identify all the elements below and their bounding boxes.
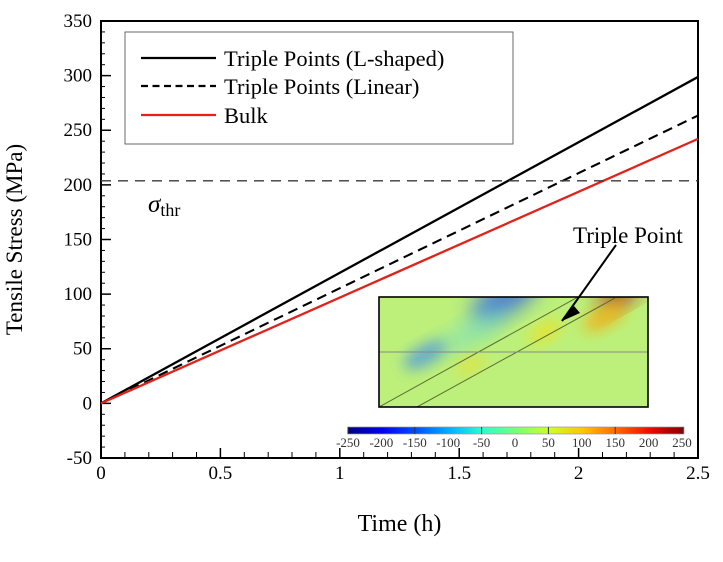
- svg-text:200: 200: [64, 175, 93, 196]
- svg-text:-50: -50: [473, 435, 490, 450]
- svg-text:100: 100: [64, 284, 93, 305]
- svg-text:-100: -100: [436, 435, 460, 450]
- svg-text:Bulk: Bulk: [224, 103, 269, 128]
- svg-text:Triple Point: Triple Point: [573, 223, 683, 248]
- svg-text:2.5: 2.5: [686, 463, 710, 484]
- svg-text:Time (h): Time (h): [358, 511, 442, 537]
- svg-text:150: 150: [64, 230, 93, 251]
- svg-text:2: 2: [574, 463, 584, 484]
- svg-text:σthr: σthr: [148, 191, 180, 220]
- svg-text:1.5: 1.5: [447, 463, 471, 484]
- svg-text:-150: -150: [403, 435, 427, 450]
- svg-text:0: 0: [83, 393, 93, 414]
- svg-text:300: 300: [64, 66, 93, 87]
- svg-text:-200: -200: [369, 435, 393, 450]
- svg-text:Triple Points (L-shaped): Triple Points (L-shaped): [224, 46, 444, 71]
- svg-text:200: 200: [639, 435, 659, 450]
- svg-text:0: 0: [96, 463, 106, 484]
- svg-text:-250: -250: [336, 435, 360, 450]
- svg-text:250: 250: [672, 435, 692, 450]
- svg-text:50: 50: [542, 435, 555, 450]
- svg-text:350: 350: [64, 11, 93, 32]
- svg-text:-50: -50: [67, 448, 92, 469]
- svg-text:Triple Points (Linear): Triple Points (Linear): [224, 74, 419, 99]
- svg-text:0: 0: [512, 435, 519, 450]
- svg-text:1: 1: [335, 463, 345, 484]
- svg-text:Tensile Stress (MPa): Tensile Stress (MPa): [2, 144, 27, 335]
- svg-text:50: 50: [73, 339, 92, 360]
- svg-text:150: 150: [605, 435, 625, 450]
- svg-text:250: 250: [64, 120, 93, 141]
- svg-text:0.5: 0.5: [209, 463, 233, 484]
- svg-text:100: 100: [572, 435, 592, 450]
